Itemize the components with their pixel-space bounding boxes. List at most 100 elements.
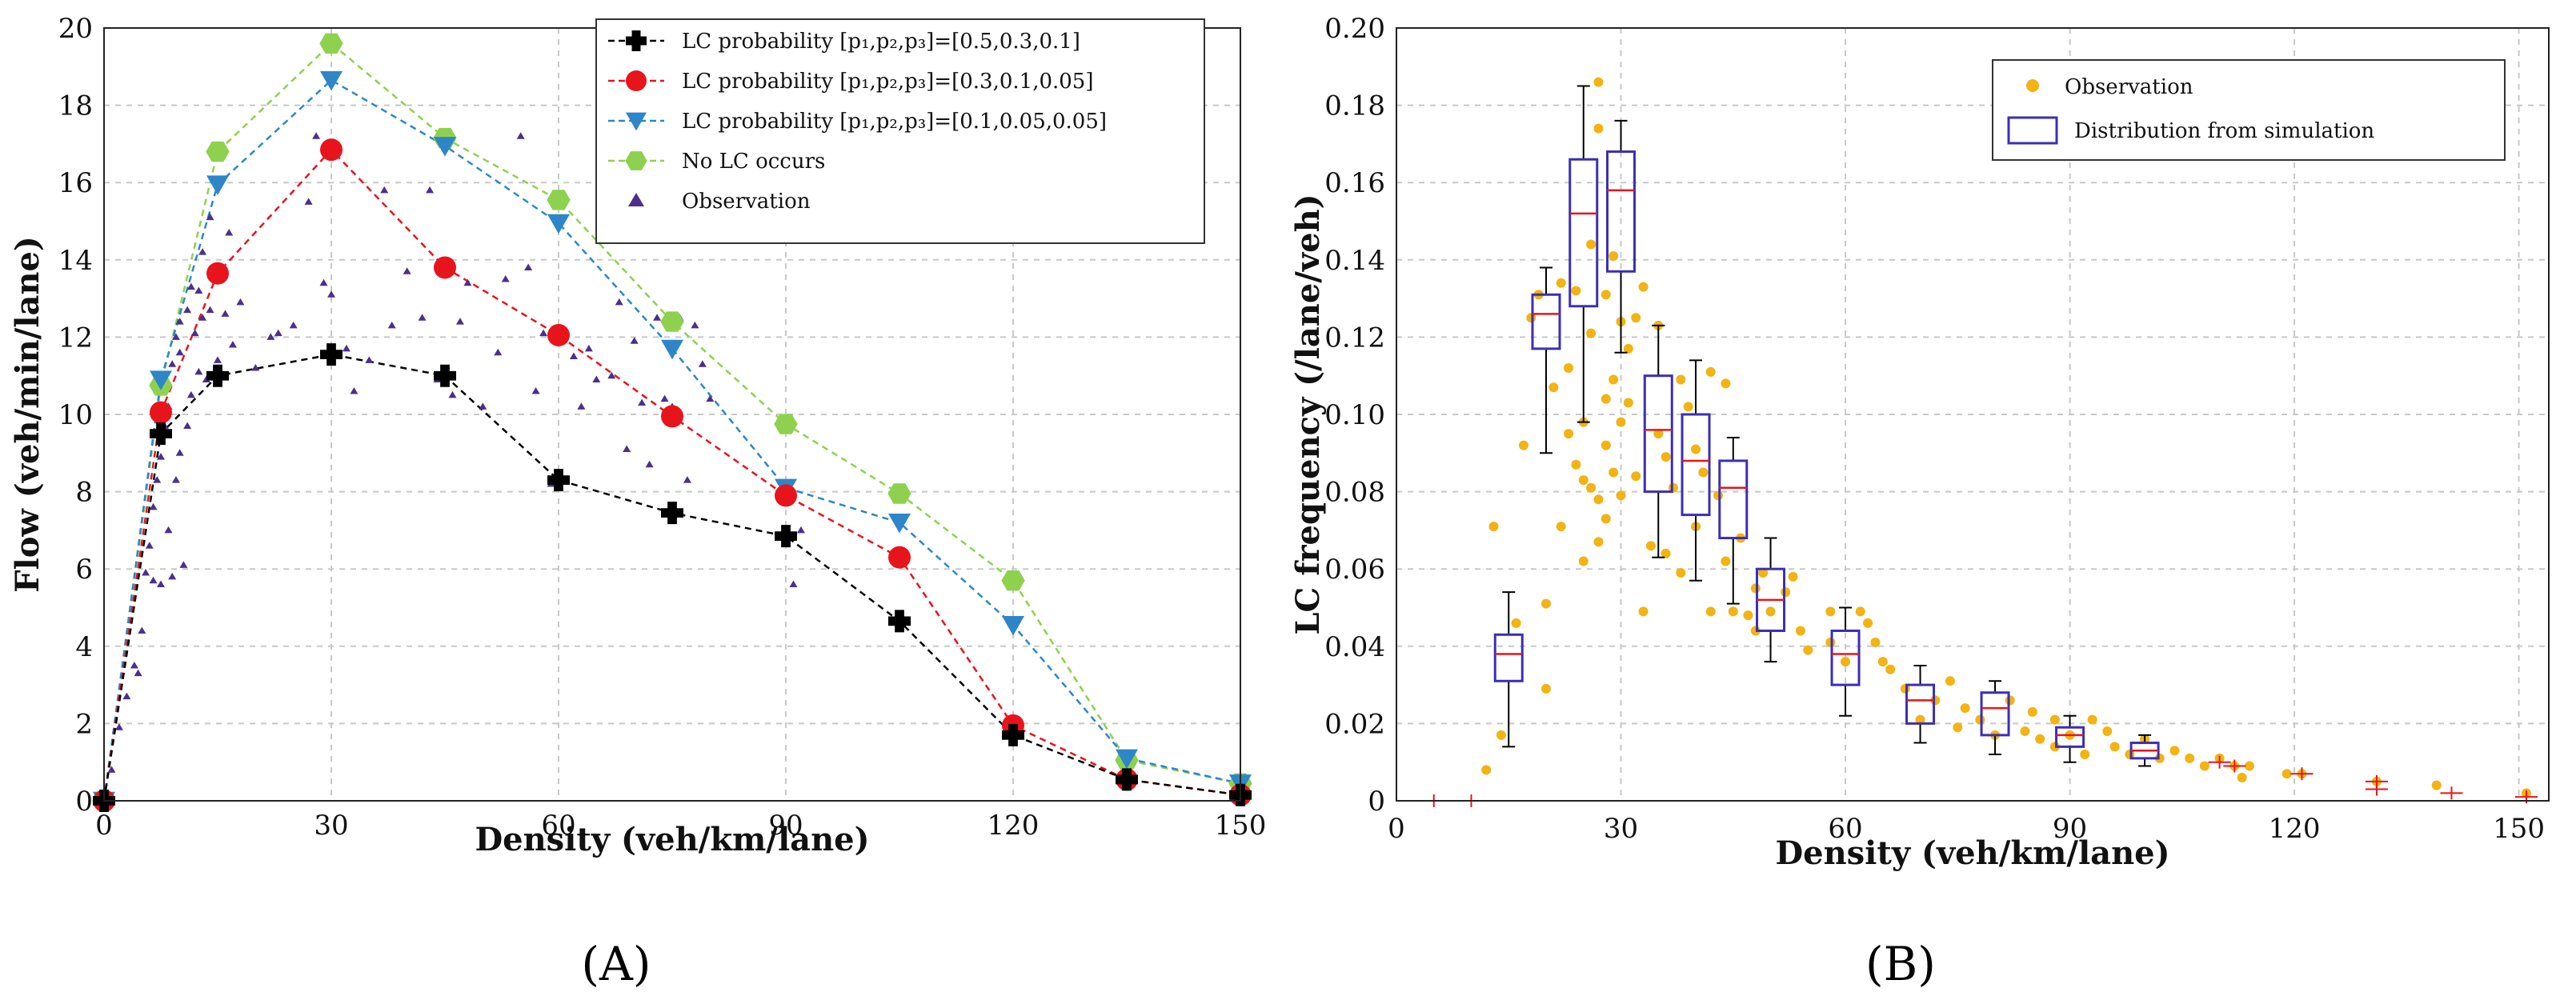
panel-a-legend-marker: [628, 193, 644, 206]
panel-a-series-marker: [206, 175, 229, 195]
panel-a-series-marker: [1002, 616, 1024, 636]
panel-b-y-tick-label: 0.12: [1324, 322, 1385, 354]
panel-a-observation-point: [157, 580, 165, 588]
panel-b-observation-point: [1653, 429, 1664, 439]
panel-a-observation-point: [623, 445, 631, 452]
panel-a-series-marker: [547, 214, 570, 234]
panel-a-x-axis-label: Density (veh/km/lane): [475, 821, 869, 858]
panel-a-x-tick-label: 90: [768, 810, 803, 842]
panel-a-series-marker: [206, 364, 229, 387]
panel-a-observation-point: [202, 375, 210, 383]
panel-b-y-tick-label: 0.14: [1324, 245, 1385, 277]
panel-b-box: [1718, 459, 1749, 540]
panel-a-observation-point: [225, 228, 234, 236]
panel-b-legend-observation-label: Observation: [2065, 75, 2193, 99]
panel-b-y-tick-label: 0.06: [1324, 554, 1385, 586]
panel-a-observation-point: [418, 314, 427, 321]
panel-b-observation-point: [1623, 398, 1633, 408]
panel-a-series-marker: [150, 422, 172, 446]
panel-b-x-tick-label: 120: [2269, 813, 2321, 845]
panel-b-observation-point: [2035, 734, 2045, 744]
panel-a-observation-point: [327, 290, 335, 298]
panel-a-observation-point: [448, 390, 457, 398]
panel-b-observation-point: [1571, 459, 1581, 470]
panel-b-observation-point: [1676, 568, 1686, 578]
panel-b-observation-point: [1721, 378, 1731, 389]
panel-b-observation-point: [1548, 382, 1559, 393]
panel-b-observation-point: [1953, 722, 1963, 733]
panel-a-observation-point: [653, 314, 662, 321]
panel-a-observation-point: [524, 263, 533, 270]
panel-b-observation-point: [1803, 645, 1813, 655]
panel-b-observation-point: [1945, 676, 1955, 686]
panel-b-observation-point: [1855, 606, 1865, 617]
panel-a-x-tick-label: 30: [314, 810, 348, 842]
panel-a-legend-label: LC probability [p₁,p₂,p₃]=[0.5,0.3,0.1]: [682, 30, 1080, 54]
panel-a-observation-point: [198, 248, 207, 255]
panel-a-y-tick-label: 10: [58, 399, 93, 431]
panel-b-y-tick-label: 0.04: [1324, 631, 1385, 663]
panel-a-observation-point: [266, 333, 275, 340]
panel-a-legend-marker: [626, 112, 647, 131]
panel-a-observation-point: [206, 213, 214, 221]
panel-a-series-marker: [661, 502, 683, 525]
panel-b-legend-box-marker: [2007, 116, 2058, 145]
panel-b-boxplot: [1606, 119, 1637, 354]
panel-a-y-tick-label: 8: [75, 477, 93, 509]
panel-a-observation-point: [660, 394, 669, 402]
panel-a-series-marker: [661, 405, 683, 428]
panel-b-boxplots: [1493, 85, 2160, 767]
panel-a-observation-point: [698, 360, 707, 367]
panel-b-observation-point: [2244, 761, 2254, 771]
panel-b-observation-point: [1600, 514, 1611, 524]
panel-a-observation-point: [789, 580, 798, 588]
panel-b-y-tick-label: 0.02: [1324, 708, 1385, 740]
panel-b-observation-point: [1758, 568, 1769, 578]
panel-a-observation-point: [221, 310, 230, 317]
panel-a-series-marker: [206, 262, 229, 285]
panel-a-series-marker: [887, 483, 911, 504]
panel-a-observation-point: [190, 329, 199, 337]
panel-a-series-marker: [775, 525, 797, 548]
panel-b-observation-point: [1795, 626, 1805, 636]
panel-b-outlier: [2223, 759, 2246, 773]
panel-a-observation-point: [289, 321, 298, 329]
panel-b-observation-point: [1616, 417, 1626, 427]
panel-b-observation-point: [1481, 765, 1492, 775]
panel-a-observation-point: [142, 569, 150, 576]
panel-b-observation-point: [1593, 494, 1604, 505]
panel-b-boxplot: [1493, 591, 1524, 748]
panel-b-boxplot: [1980, 680, 2010, 756]
panel-b-observation-point: [2049, 714, 2060, 725]
panel-a-series-marker: [660, 311, 684, 332]
panel-b-box: [1905, 683, 1936, 725]
panel-a-observation-point: [494, 348, 503, 356]
panel-b-observation-point: [2282, 769, 2292, 779]
panel-b-observation-point: [1698, 467, 1709, 478]
panel-a-observation-point: [463, 278, 472, 286]
panel-b-box: [1643, 374, 1673, 494]
panel-b-observation-point: [2199, 761, 2209, 771]
panel-b-observation-point: [1825, 606, 1836, 617]
panel-b-observation-point: [1825, 637, 1836, 647]
panel-a-observation-point: [539, 329, 548, 337]
panel-b-observation-point: [1870, 637, 1881, 647]
panel-a-y-tick-label: 4: [75, 631, 93, 663]
panel-a-observation-point: [157, 453, 165, 460]
panel-b-x-tick-label: 60: [1828, 813, 1862, 845]
panel-a-observation-point: [342, 344, 351, 352]
panel-b-observation-point: [1578, 475, 1588, 486]
panel-b-x-axis-label: Density (veh/km/lane): [1775, 834, 2169, 872]
panel-a-observation-point: [236, 298, 245, 306]
panel-a-observation-point: [365, 356, 374, 363]
panel-a-chart: 0 30 60 90 120 150 0 2 4 6 8 10 12 14 16 18 20 Density (…: [9, 13, 1266, 991]
panel-a-observation-point: [350, 387, 359, 394]
panel-b-legend-observation-marker: [2026, 79, 2039, 92]
panel-a-legend-marker: [626, 30, 647, 51]
panel-b-observation-point: [1631, 471, 1641, 482]
panel-b-y-tick-label: 0.18: [1324, 90, 1385, 122]
panel-a-series-line: [102, 42, 1241, 802]
panel-b-observation-point: [1564, 429, 1574, 439]
panel-b-observation-point: [1496, 730, 1506, 740]
panel-b-observation-point: [1781, 587, 1791, 598]
